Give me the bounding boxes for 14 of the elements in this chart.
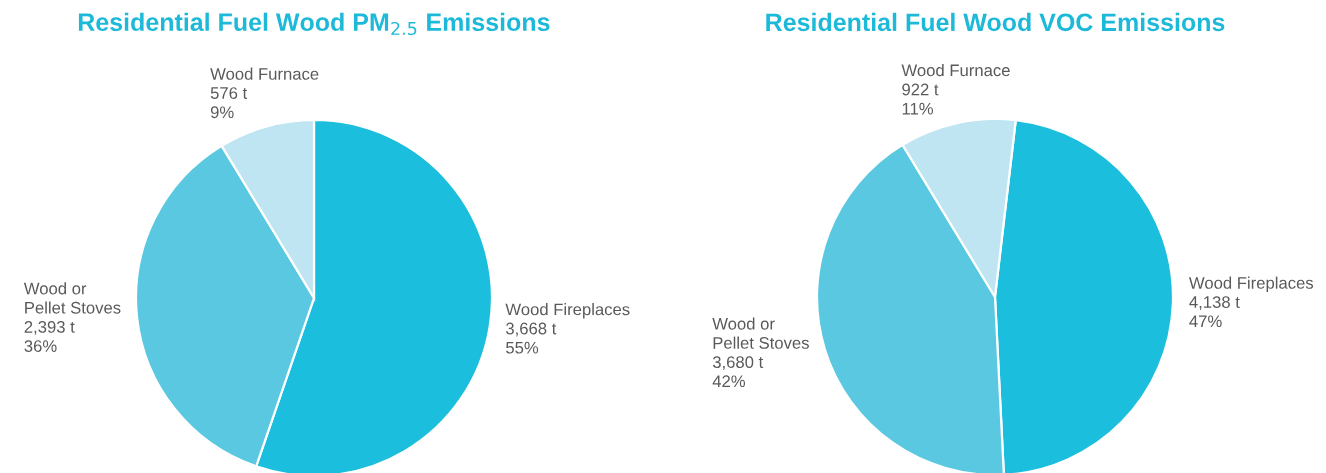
data-label: 3,680 t 42%	[712, 356, 764, 388]
chart-title: Residential Fuel Wood VOC Emissions	[766, 12, 1225, 32]
slice-label: Wood or Pellet Stoves	[712, 317, 809, 349]
slice-label: Wood Furnace	[901, 64, 1010, 77]
slice-label: Wood Furnace	[210, 67, 319, 80]
slice-label: Wood Fireplaces	[505, 303, 630, 319]
data-label: 922 t 11%	[902, 83, 939, 115]
slice-label: Wood or Pellet Stoves	[23, 282, 121, 314]
data-label: 576 t 9%	[210, 87, 248, 119]
data-label: 2,393 t 36%	[24, 321, 75, 352]
slice-label: Wood Fireplaces	[1188, 276, 1314, 293]
data-label: 3,668 t 55%	[506, 322, 557, 354]
chart-title: Residential Fuel Wood PM$_{2.5}$ Emissions	[78, 12, 550, 36]
data-label: 4,138 t 47%	[1189, 296, 1240, 328]
